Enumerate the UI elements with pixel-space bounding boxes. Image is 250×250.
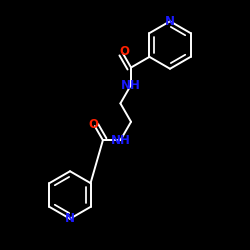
Text: NH: NH <box>121 79 141 92</box>
Text: NH: NH <box>110 134 130 147</box>
Text: N: N <box>65 212 75 225</box>
Text: O: O <box>89 118 99 131</box>
Text: O: O <box>119 45 129 58</box>
Text: N: N <box>165 15 175 28</box>
